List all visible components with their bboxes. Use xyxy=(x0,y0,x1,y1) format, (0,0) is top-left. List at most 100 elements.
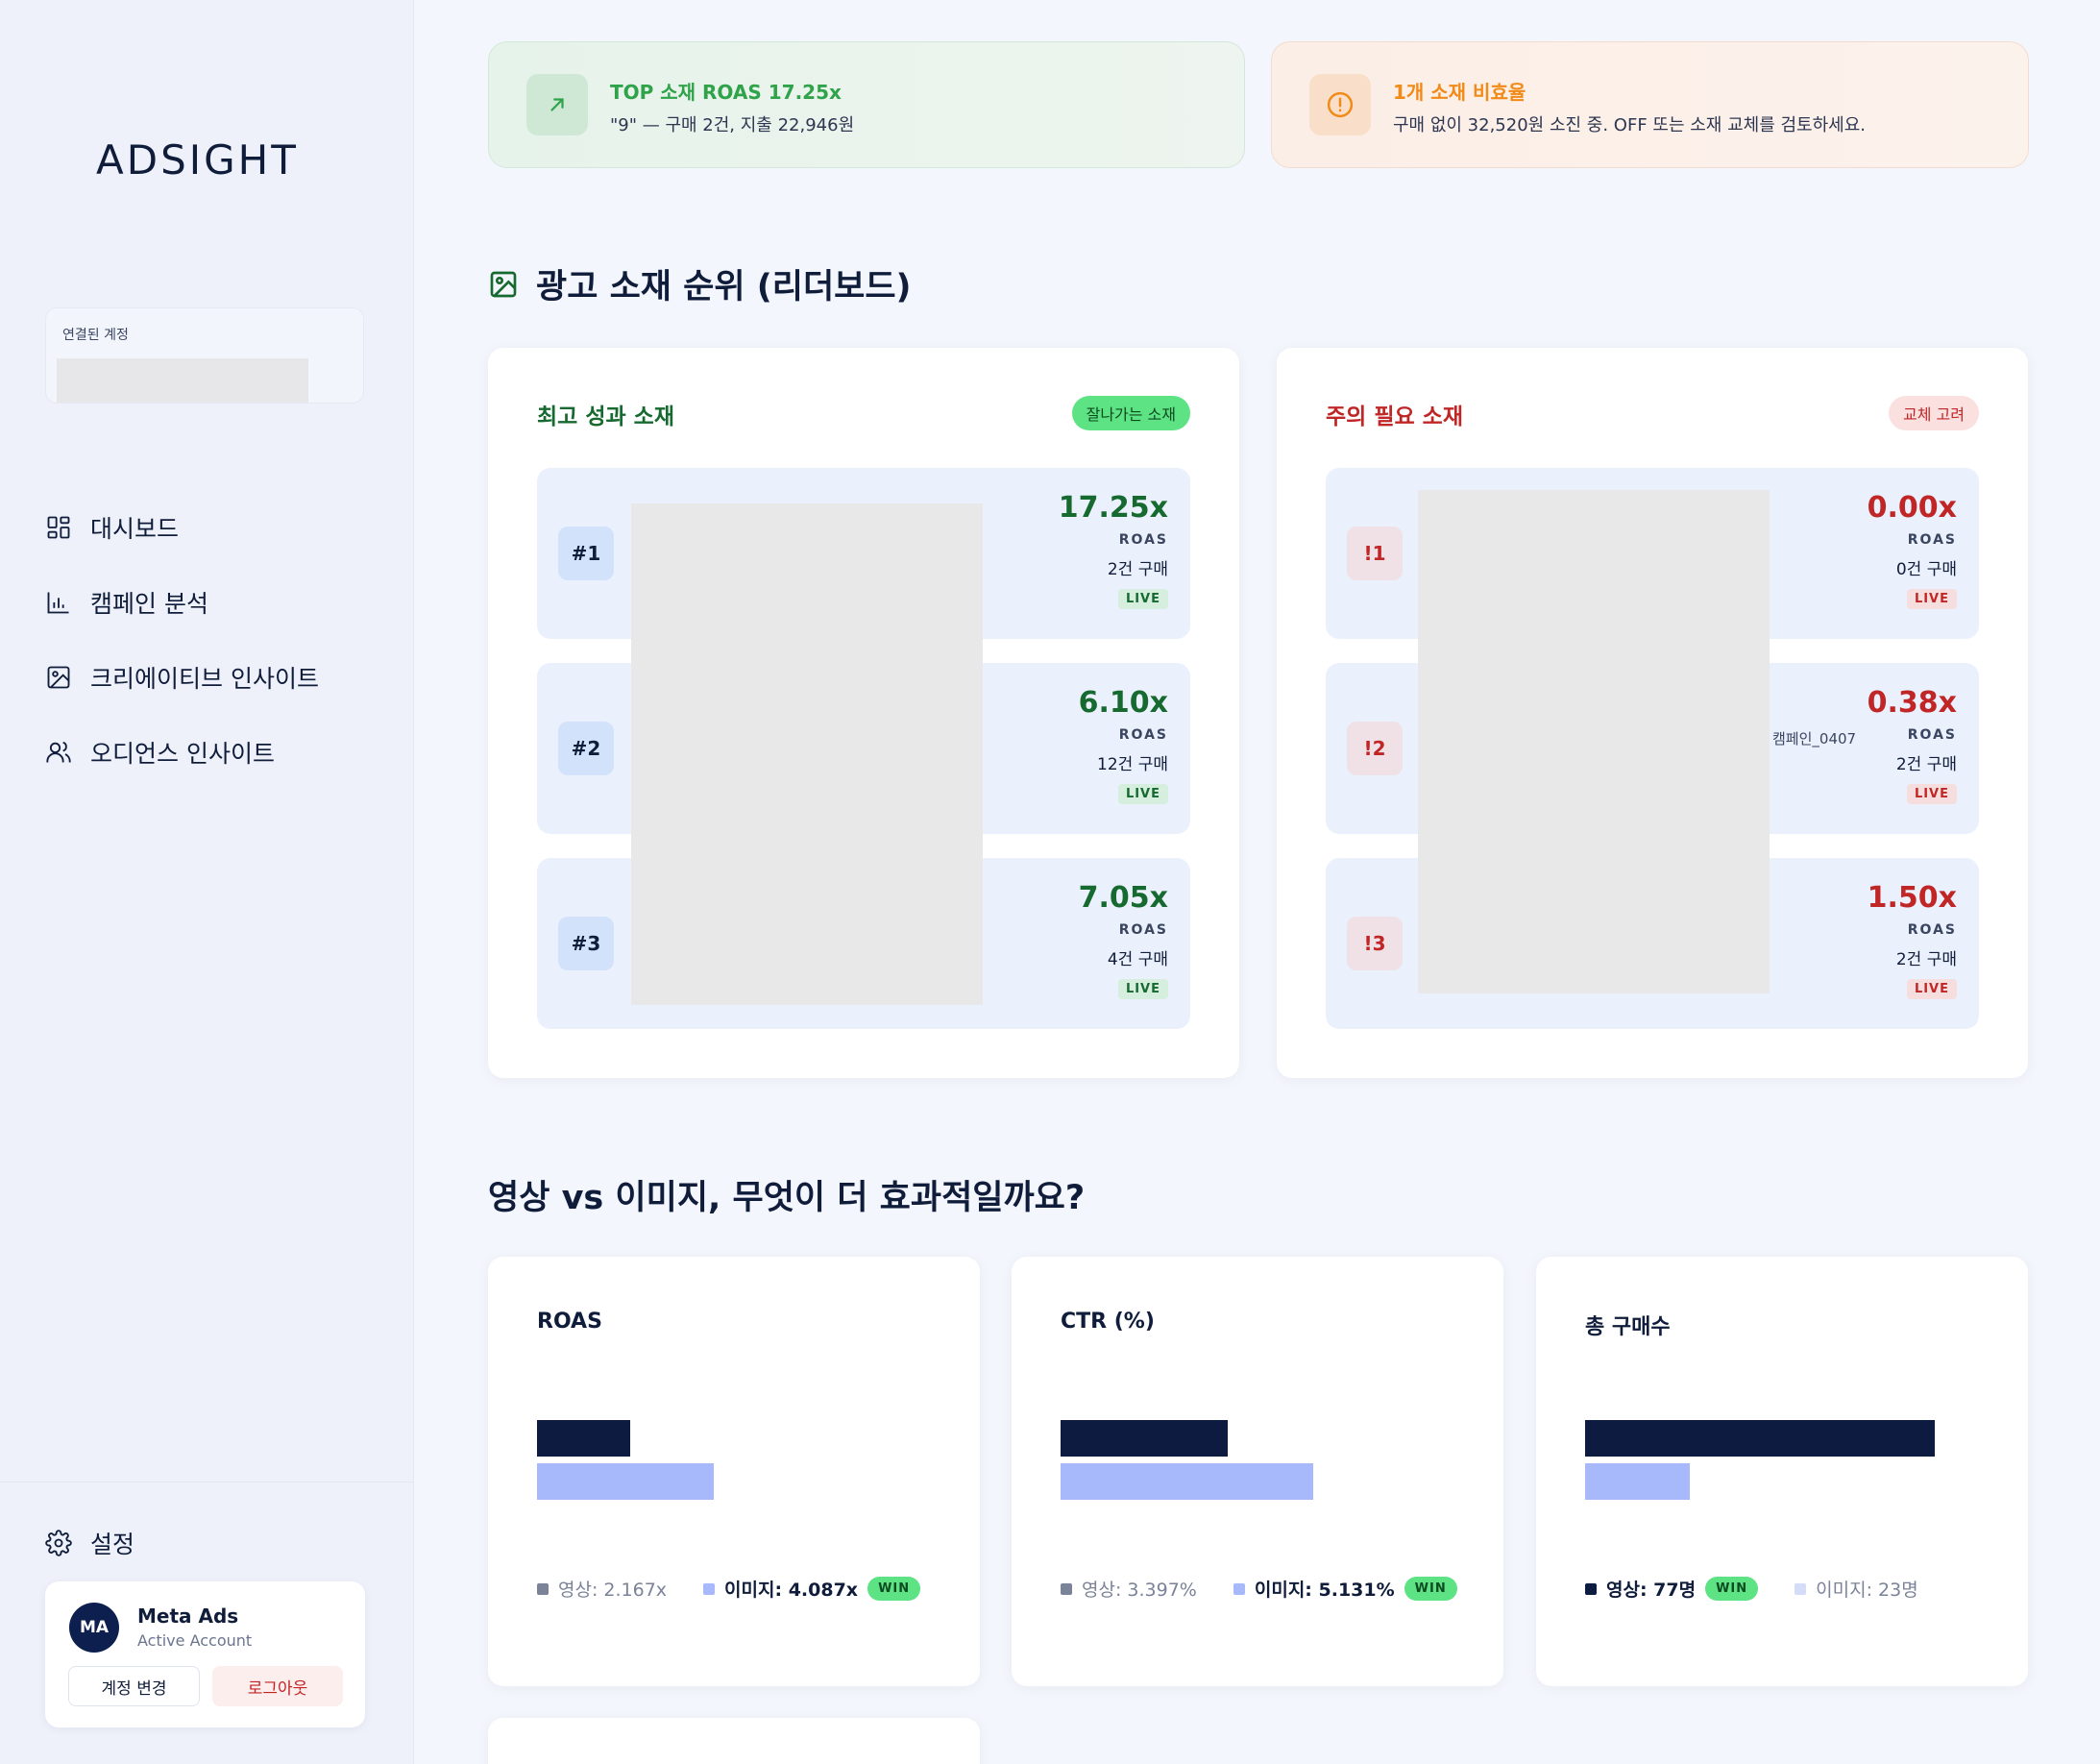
alert-description: "9" — 구매 2건, 지출 22,946원 xyxy=(610,115,855,135)
image-legend-item: 이미지: 23명 xyxy=(1795,1576,1918,1602)
legend-text: 이미지: 23명 xyxy=(1816,1580,1918,1601)
rank-badge: #1 xyxy=(558,527,614,580)
section-title-text: 광고 소재 순위 (리더보드) xyxy=(536,268,912,306)
nav-item-creative-insights[interactable]: 크리에이티브 인사이트 xyxy=(45,640,319,715)
dashboard-grid-icon xyxy=(47,516,70,539)
video-bar xyxy=(1061,1420,1228,1457)
purchase-count: 2건 구매 xyxy=(1895,755,1957,774)
users-icon xyxy=(46,741,71,763)
nav-label: 대시보드 xyxy=(90,515,180,543)
image-icon xyxy=(47,666,70,689)
user-status: Active Account xyxy=(137,1631,253,1650)
win-badge: WIN xyxy=(1404,1577,1457,1601)
app-logo[interactable]: ADSIGHT xyxy=(96,136,299,184)
nav-item-dashboard[interactable]: 대시보드 xyxy=(45,490,319,565)
inefficient-creative-alert: 1개 소재 비효율 구매 없이 32,520원 소진 중. OFF 또는 소재 … xyxy=(1271,41,2029,168)
settings-label: 설정 xyxy=(90,1531,135,1558)
legend-text: 이미지: 5.131% xyxy=(1254,1580,1395,1601)
roas-label: ROAS xyxy=(1907,922,1957,938)
win-badge: WIN xyxy=(1705,1577,1759,1601)
row-metrics: 0.38x ROAS 2건 구매 LIVE xyxy=(1868,686,1957,804)
nav-item-campaign-analysis[interactable]: 캠페인 분석 xyxy=(45,565,319,640)
main-nav: 대시보드 캠페인 분석 크리에이티브 인사이트 오디언스 인사이트 xyxy=(45,490,319,790)
legend-text: 영상: 77명 xyxy=(1606,1580,1697,1601)
video-legend-item: 영상: 2.167x xyxy=(537,1576,667,1602)
alert-title: TOP 소재 ROAS 17.25x xyxy=(610,81,842,104)
row-metrics: 17.25x ROAS 2건 구매 LIVE xyxy=(1059,491,1168,609)
purchase-count: 0건 구매 xyxy=(1895,560,1957,579)
compare-card-title: ROAS xyxy=(537,1310,602,1334)
rank-badge: !1 xyxy=(1347,527,1403,580)
status-badge: 잘나가는 소재 xyxy=(1071,396,1190,430)
compare-card-partial xyxy=(488,1718,980,1764)
purchase-count: 12건 구매 xyxy=(1097,755,1168,774)
leaderboard-section-title: 광고 소재 순위 (리더보드) xyxy=(488,259,912,308)
nav-label: 캠페인 분석 xyxy=(90,590,208,618)
purchase-count: 2건 구매 xyxy=(1107,560,1168,579)
rank-badge: !3 xyxy=(1347,917,1403,970)
section-title-text: 영상 vs 이미지, 무엇이 더 효과적일까요? xyxy=(488,1179,1086,1217)
attention-creatives-panel: 주의 필요 소재 교체 고려 !1 0.00x ROAS 0건 구매 LIVE … xyxy=(1277,348,2028,1078)
purchase-count: 4건 구매 xyxy=(1107,950,1168,969)
image-legend-item: 이미지: 4.087x WIN xyxy=(703,1576,921,1602)
live-badge: LIVE xyxy=(1906,979,1957,999)
rank-badge: #3 xyxy=(558,917,614,970)
compare-card-title: CTR (%) xyxy=(1061,1310,1155,1334)
logout-button[interactable]: 로그아웃 xyxy=(212,1666,343,1706)
row-metrics: 7.05x ROAS 4건 구매 LIVE xyxy=(1079,881,1168,999)
user-name: Meta Ads xyxy=(137,1605,239,1628)
nav-item-audience-insights[interactable]: 오디언스 인사이트 xyxy=(45,715,319,790)
live-badge: LIVE xyxy=(1906,589,1957,609)
creative-thumbnail-placeholder[interactable] xyxy=(631,503,983,1005)
compare-card-title: 총 구매수 xyxy=(1585,1315,1671,1339)
legend-swatch xyxy=(1061,1582,1072,1595)
nav-item-settings[interactable]: 설정 xyxy=(45,1526,134,1560)
live-badge: LIVE xyxy=(1906,784,1957,804)
account-selector-placeholder[interactable] xyxy=(57,358,308,403)
video-legend-item: 영상: 3.397% xyxy=(1061,1576,1197,1602)
video-bar xyxy=(1585,1420,1935,1457)
legend-swatch xyxy=(1233,1582,1245,1595)
video-bar xyxy=(537,1420,630,1457)
warning-circle-icon xyxy=(1309,74,1371,135)
legend-text: 영상: 2.167x xyxy=(558,1580,668,1601)
switch-account-button[interactable]: 계정 변경 xyxy=(68,1666,200,1706)
row-metrics: 1.50x ROAS 2건 구매 LIVE xyxy=(1868,881,1957,999)
avatar: MA xyxy=(69,1603,119,1653)
compare-card: CTR (%) 영상: 3.397% 이미지: 5.131% WIN xyxy=(1012,1257,1503,1686)
roas-label: ROAS xyxy=(1118,727,1168,743)
row-metrics: 0.00x ROAS 0건 구매 LIVE xyxy=(1868,491,1957,609)
image-icon xyxy=(490,271,517,297)
roas-label: ROAS xyxy=(1118,922,1168,938)
live-badge: LIVE xyxy=(1117,784,1168,804)
live-badge: LIVE xyxy=(1117,979,1168,999)
campaign-name: 캠페인_0407 xyxy=(1772,730,1857,747)
connected-account-box[interactable]: 연결된 계정 xyxy=(45,307,364,404)
win-badge: WIN xyxy=(867,1577,921,1601)
sidebar: ADSIGHT 연결된 계정 대시보드 캠페인 분석 크리에이티브 인사이트 오… xyxy=(0,0,414,1764)
creative-thumbnail-placeholder[interactable] xyxy=(1418,490,1770,993)
trending-up-icon xyxy=(526,74,588,135)
compare-legend: 영상: 2.167x 이미지: 4.087x WIN xyxy=(537,1576,957,1602)
image-bar xyxy=(537,1463,714,1500)
roas-value: 1.50x xyxy=(1867,881,1957,915)
alert-description: 구매 없이 32,520원 소진 중. OFF 또는 소재 교체를 검토하세요. xyxy=(1393,115,1866,135)
compare-legend: 영상: 77명 WIN 이미지: 23명 xyxy=(1585,1576,1955,1602)
purchase-count: 2건 구매 xyxy=(1895,950,1957,969)
panel-title: 최고 성과 소재 xyxy=(537,404,674,429)
legend-text: 영상: 3.397% xyxy=(1082,1580,1197,1601)
alert-title: 1개 소재 비효율 xyxy=(1393,81,1526,104)
image-bar xyxy=(1061,1463,1313,1500)
roas-label: ROAS xyxy=(1907,727,1957,743)
legend-text: 이미지: 4.087x xyxy=(724,1580,859,1601)
panel-title: 주의 필요 소재 xyxy=(1326,404,1463,429)
top-creative-alert: TOP 소재 ROAS 17.25x "9" — 구매 2건, 지출 22,94… xyxy=(488,41,1245,168)
user-account-card: MA Meta Ads Active Account 계정 변경 로그아웃 xyxy=(45,1581,365,1727)
roas-label: ROAS xyxy=(1118,532,1168,548)
compare-section-title: 영상 vs 이미지, 무엇이 더 효과적일까요? xyxy=(488,1170,1085,1219)
legend-swatch xyxy=(537,1582,549,1595)
status-badge: 교체 고려 xyxy=(1889,396,1979,430)
roas-value: 6.10x xyxy=(1078,686,1168,720)
compare-card: ROAS 영상: 2.167x 이미지: 4.087x WIN xyxy=(488,1257,980,1686)
compare-legend: 영상: 3.397% 이미지: 5.131% WIN xyxy=(1061,1576,1494,1602)
